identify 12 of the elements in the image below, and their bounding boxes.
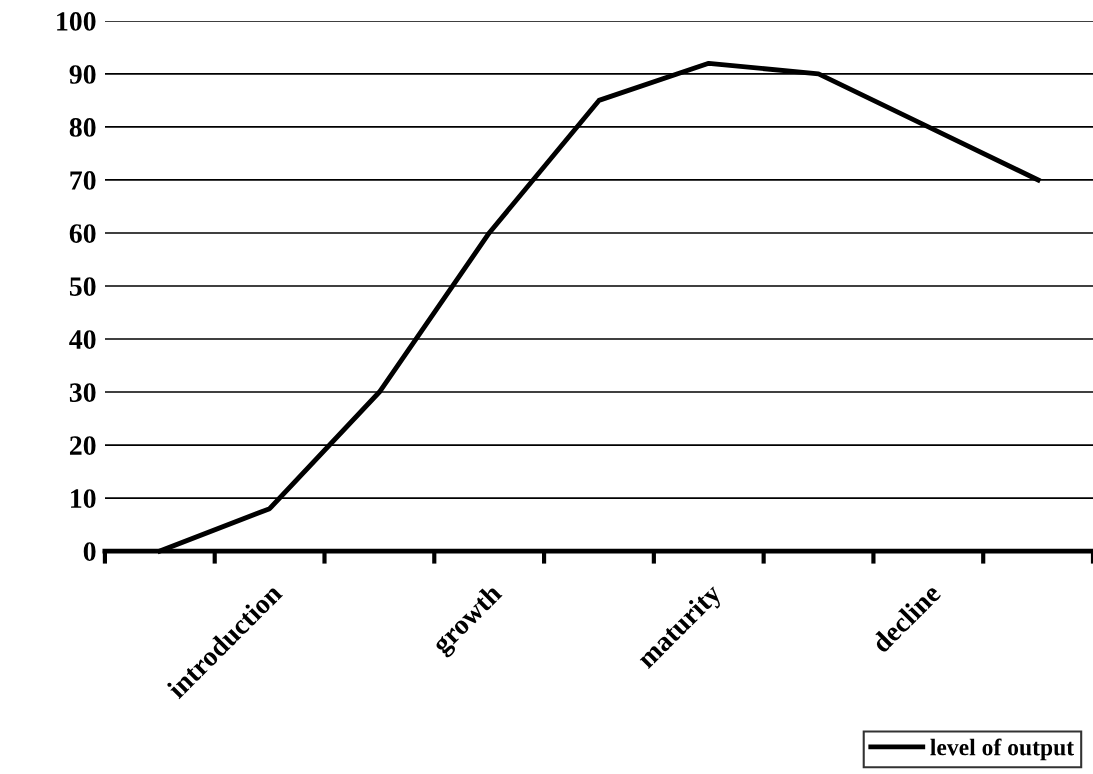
y-tick-label: 30 bbox=[69, 383, 96, 402]
y-tick-label: 20 bbox=[69, 436, 96, 455]
y-tick-label: 60 bbox=[69, 224, 96, 243]
y-tick-label: 40 bbox=[69, 330, 96, 349]
y-tick-label: 10 bbox=[71, 489, 96, 508]
y-tick-label: 100 bbox=[57, 12, 96, 31]
legend-label: level of output bbox=[930, 738, 1075, 761]
y-tick-label: 70 bbox=[70, 171, 96, 190]
y-tick-label: 90 bbox=[69, 65, 96, 84]
y-tick-label: 50 bbox=[69, 277, 96, 296]
y-tick-label: 0 bbox=[83, 542, 96, 561]
y-tick-label: 80 bbox=[69, 118, 96, 137]
